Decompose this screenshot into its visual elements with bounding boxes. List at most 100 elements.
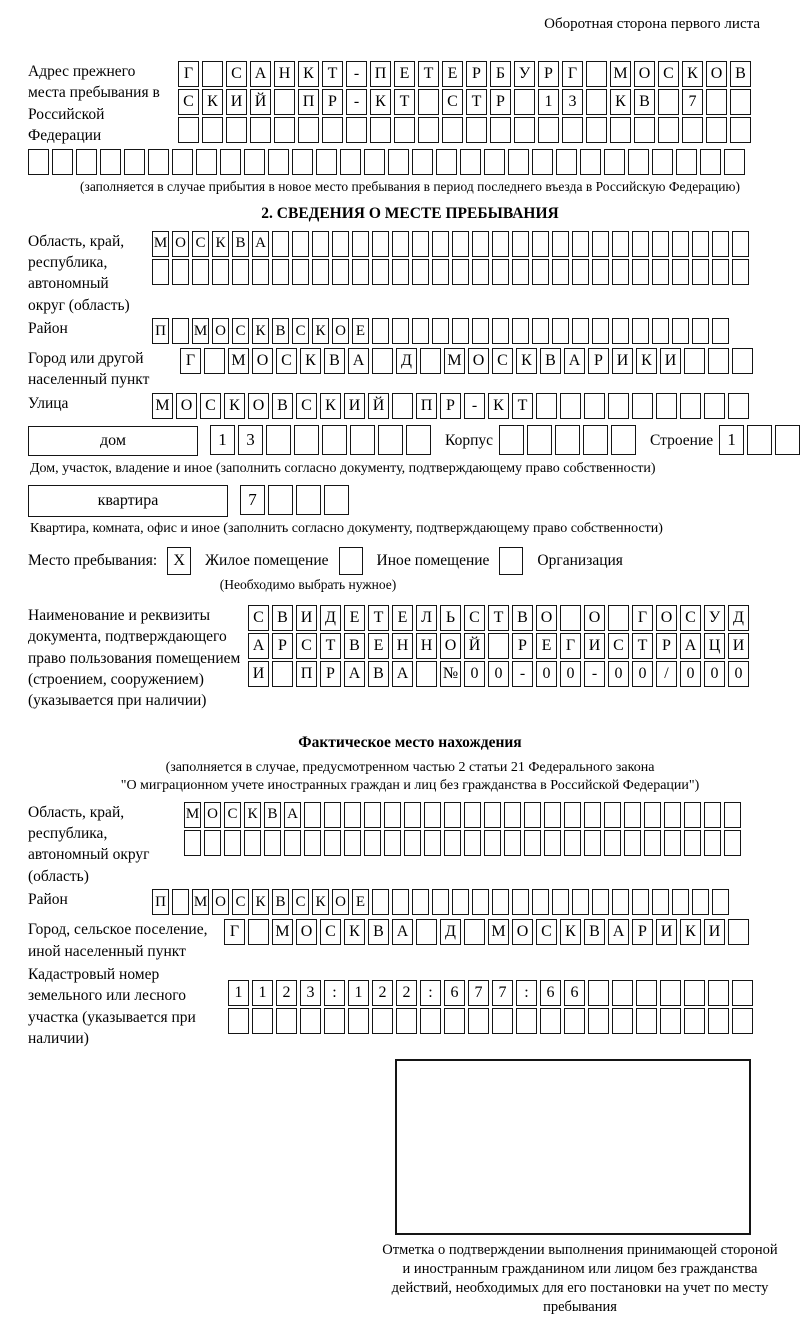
char-box[interactable]: С [232,889,249,916]
char-box[interactable]: С [464,604,485,631]
char-box[interactable]: С [292,318,309,344]
char-box[interactable] [252,258,269,285]
char-box[interactable] [536,392,557,419]
char-box[interactable]: Р [538,61,559,87]
char-box[interactable] [732,230,749,257]
char-box[interactable] [592,318,609,344]
char-box[interactable]: П [416,392,437,419]
char-box[interactable]: Д [728,604,749,631]
char-box[interactable] [564,829,581,856]
char-box[interactable] [396,1007,417,1034]
char-box[interactable] [636,1007,657,1034]
char-box[interactable] [572,230,589,257]
char-box[interactable] [512,889,529,916]
char-box[interactable] [652,258,669,285]
char-box[interactable] [324,484,349,515]
char-box[interactable]: Е [392,604,413,631]
char-box[interactable]: Й [368,392,389,419]
char-box[interactable] [472,889,489,916]
char-box[interactable]: 7 [492,979,513,1006]
char-box[interactable]: Д [320,604,341,631]
char-box[interactable]: 7 [682,89,703,115]
char-box[interactable] [592,889,609,916]
char-box[interactable]: К [252,889,269,916]
char-box[interactable] [464,801,481,828]
char-box[interactable]: С [680,604,701,631]
char-box[interactable] [584,392,605,419]
char-box[interactable]: 6 [540,979,561,1006]
char-box[interactable] [300,1007,321,1034]
char-box[interactable] [564,1007,585,1034]
char-box[interactable] [452,230,469,257]
char-box[interactable]: К [636,348,657,374]
char-box[interactable]: В [264,801,281,828]
char-box[interactable]: О [332,889,349,916]
char-box[interactable] [660,979,681,1006]
char-box[interactable] [472,318,489,344]
char-box[interactable]: К [560,919,581,946]
char-box[interactable]: - [346,61,367,87]
char-box[interactable]: 3 [300,979,321,1006]
char-box[interactable]: Д [396,348,417,374]
char-box[interactable]: 1 [252,979,273,1006]
char-box[interactable] [552,889,569,916]
char-box[interactable]: В [584,919,605,946]
char-box[interactable]: 1 [538,89,559,115]
char-box[interactable]: : [516,979,537,1006]
char-box[interactable] [224,829,241,856]
char-box[interactable]: 1 [228,979,249,1006]
char-box[interactable]: - [584,660,605,687]
char-box[interactable]: Р [512,632,533,659]
char-box[interactable] [524,829,541,856]
char-box[interactable]: Н [416,632,437,659]
char-box[interactable]: К [212,230,229,257]
char-box[interactable]: 0 [560,660,581,687]
char-box[interactable]: С [276,348,297,374]
char-box[interactable]: Н [392,632,413,659]
char-box[interactable] [560,392,581,419]
char-box[interactable]: О [204,801,221,828]
char-box[interactable] [276,1007,297,1034]
char-box[interactable]: Т [488,604,509,631]
char-box[interactable]: В [730,61,751,87]
char-box[interactable] [424,801,441,828]
char-box[interactable] [564,801,581,828]
char-box[interactable]: 2 [396,979,417,1006]
char-box[interactable] [226,117,247,143]
char-box[interactable] [404,829,421,856]
char-box[interactable]: : [420,979,441,1006]
char-box[interactable]: И [584,632,605,659]
char-box[interactable] [612,230,629,257]
char-box[interactable] [544,801,561,828]
char-box[interactable] [492,1007,513,1034]
char-box[interactable]: С [232,318,249,344]
char-box[interactable]: Т [320,632,341,659]
char-box[interactable] [452,258,469,285]
char-box[interactable] [484,829,501,856]
char-box[interactable] [412,318,429,344]
char-box[interactable] [658,89,679,115]
char-box[interactable] [272,660,293,687]
char-box[interactable] [394,117,415,143]
char-box[interactable]: А [344,660,365,687]
char-box[interactable] [676,148,697,175]
char-box[interactable]: Т [322,61,343,87]
char-box[interactable]: О [176,392,197,419]
char-box[interactable] [504,801,521,828]
char-box[interactable]: М [152,392,173,419]
char-box[interactable] [124,148,145,175]
char-box[interactable] [468,1007,489,1034]
char-box[interactable] [508,148,529,175]
char-box[interactable] [100,148,121,175]
char-box[interactable]: А [392,919,413,946]
char-box[interactable] [612,979,633,1006]
char-box[interactable]: С [192,230,209,257]
char-box[interactable] [612,1007,633,1034]
char-box[interactable]: Е [536,632,557,659]
char-box[interactable] [488,632,509,659]
char-box[interactable]: 0 [704,660,725,687]
char-box[interactable]: 1 [348,979,369,1006]
char-box[interactable]: Г [562,61,583,87]
char-box[interactable] [632,230,649,257]
char-box[interactable]: Е [352,318,369,344]
